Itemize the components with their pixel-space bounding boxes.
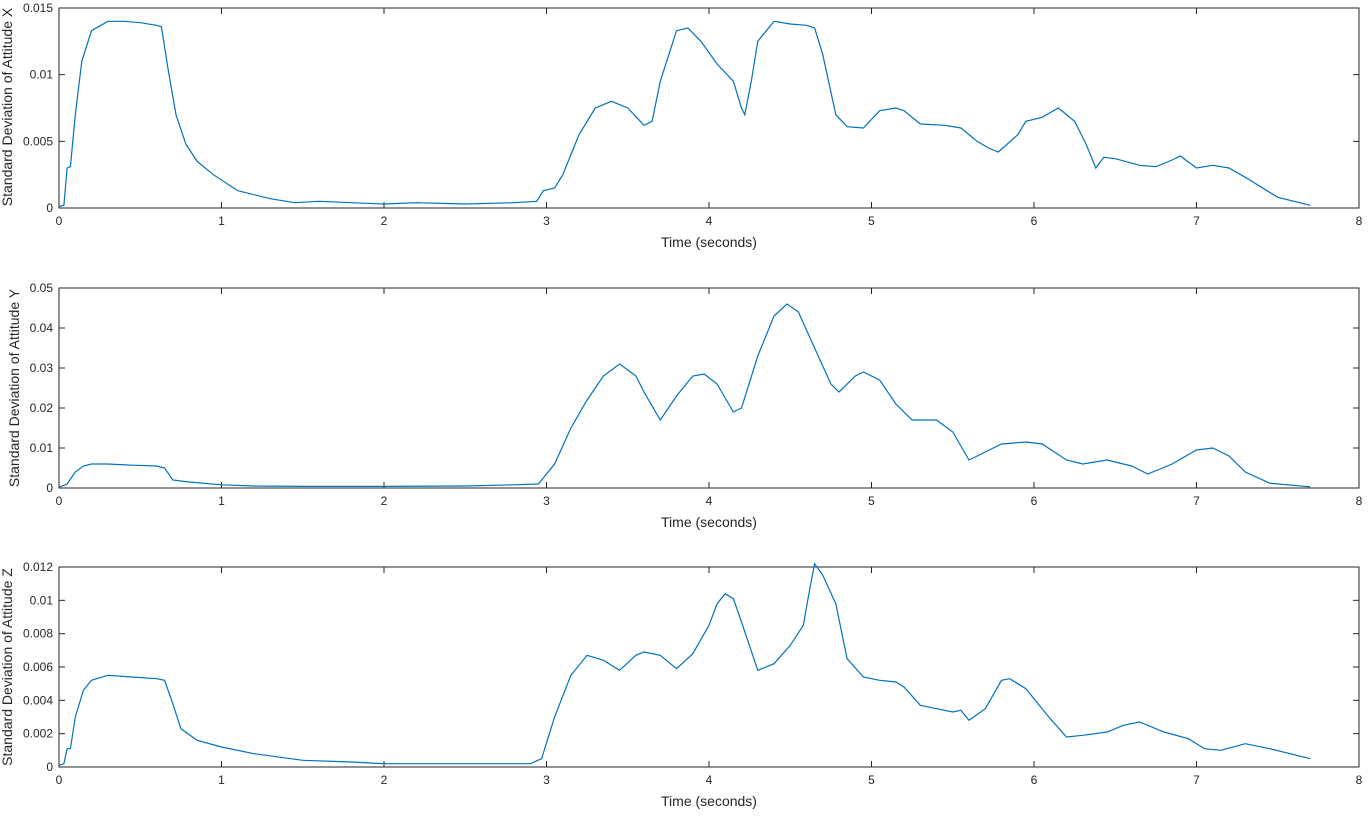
y-tick-label: 0.005 (23, 134, 53, 148)
subplot-attitude-x: Time (seconds) Standard Deviation of Att… (0, 1, 1363, 250)
x-axis-label: Time (seconds) (661, 793, 757, 809)
x-tick-label: 1 (218, 773, 225, 787)
y-tick-label: 0.008 (23, 627, 53, 641)
x-tick-label: 8 (1356, 773, 1363, 787)
x-axis-label: Time (seconds) (661, 514, 757, 530)
y-tick-label: 0.002 (23, 727, 53, 741)
y-tick-label: 0.006 (23, 660, 53, 674)
x-tick-label: 3 (543, 773, 550, 787)
x-tick-label: 6 (1031, 494, 1038, 508)
x-tick-label: 3 (543, 214, 550, 228)
x-tick-label: 7 (1193, 773, 1200, 787)
x-tick-label: 0 (56, 214, 63, 228)
x-tick-label: 6 (1031, 773, 1038, 787)
x-tick-label: 7 (1193, 214, 1200, 228)
x-tick-label: 2 (381, 494, 388, 508)
subplot-attitude-y: Time (seconds) Standard Deviation of Att… (6, 281, 1363, 530)
x-tick-label: 2 (381, 214, 388, 228)
x-tick-label: 0 (56, 494, 63, 508)
x-tick-label: 4 (706, 214, 713, 228)
y-tick-label: 0.02 (30, 401, 54, 415)
y-tick-label: 0.015 (23, 1, 53, 15)
x-tick-label: 2 (381, 773, 388, 787)
y-tick-label: 0 (46, 481, 53, 495)
y-tick-label: 0.01 (30, 68, 54, 82)
x-tick-label: 4 (706, 773, 713, 787)
y-tick-label: 0.03 (30, 361, 54, 375)
y-axis-label: Standard Deviation of Attitude X (0, 7, 15, 206)
plot-area (58, 287, 1360, 489)
x-tick-label: 6 (1031, 214, 1038, 228)
y-axis-label: Standard Deviation of Attitude Z (0, 568, 15, 766)
y-tick-label: 0.01 (30, 593, 54, 607)
x-axis-label: Time (seconds) (661, 234, 757, 250)
plot-area (58, 566, 1360, 768)
series-line (58, 20, 1311, 208)
y-tick-label: 0 (46, 760, 53, 774)
y-tick-label: 0 (46, 201, 53, 215)
x-tick-label: 5 (868, 214, 875, 228)
y-axis-label: Standard Deviation of Attitude Y (6, 288, 22, 487)
y-tick-label: 0.012 (23, 560, 53, 574)
x-tick-label: 5 (868, 773, 875, 787)
x-tick-label: 1 (218, 494, 225, 508)
x-tick-label: 8 (1356, 214, 1363, 228)
y-tick-label: 0.01 (30, 441, 54, 455)
y-tick-label: 0.04 (30, 321, 54, 335)
x-tick-label: 3 (543, 494, 550, 508)
x-tick-label: 1 (218, 214, 225, 228)
x-tick-label: 8 (1356, 494, 1363, 508)
y-tick-label: 0.004 (23, 693, 53, 707)
subplot-attitude-z: Time (seconds) Standard Deviation of Att… (0, 560, 1363, 809)
series-line (58, 562, 1311, 766)
plot-area (58, 7, 1360, 209)
x-tick-label: 5 (868, 494, 875, 508)
x-tick-label: 7 (1193, 494, 1200, 508)
x-tick-label: 0 (56, 773, 63, 787)
x-tick-label: 4 (706, 494, 713, 508)
series-line (58, 303, 1311, 488)
y-tick-label: 0.05 (30, 281, 54, 295)
